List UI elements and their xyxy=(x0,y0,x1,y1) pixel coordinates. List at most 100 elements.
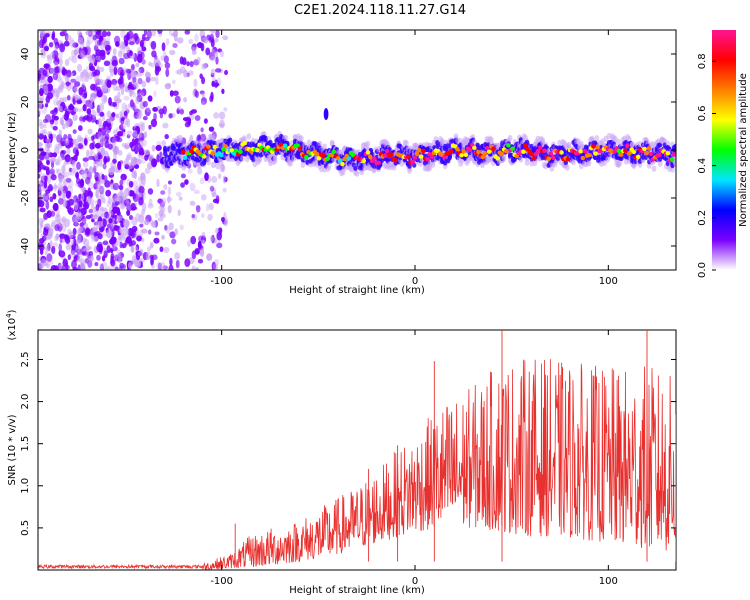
noise-mark xyxy=(79,258,86,265)
noise-mark xyxy=(40,48,46,54)
noise-mark xyxy=(132,81,138,88)
noise-mark xyxy=(73,202,79,211)
snr-ytick-label: 2.5 xyxy=(20,352,31,368)
noise-mark xyxy=(42,193,46,201)
noise-mark xyxy=(121,41,125,50)
snr-ytick-label: 0.5 xyxy=(20,520,31,536)
noise-mark xyxy=(114,266,119,270)
noise-mark xyxy=(66,148,71,155)
noise-mark xyxy=(118,57,125,65)
noise-mark xyxy=(103,155,108,165)
noise-mark xyxy=(57,155,63,163)
noise-mark xyxy=(94,54,100,62)
band-halo-mark xyxy=(507,134,513,142)
noise-mark xyxy=(138,150,145,156)
band-core-mark xyxy=(529,152,535,157)
noise-mark xyxy=(110,259,116,267)
noise-mark xyxy=(73,138,80,146)
noise-mark xyxy=(84,258,90,264)
noise-mark xyxy=(196,42,203,48)
noise-mark xyxy=(53,66,60,74)
colorbar-tick-label: 0.0 xyxy=(697,262,708,278)
noise-mark xyxy=(96,158,103,167)
noise-mark xyxy=(44,223,51,230)
noise-mark xyxy=(184,258,191,268)
noise-mark xyxy=(89,230,96,238)
band-core-mark xyxy=(627,150,632,156)
noise-mark xyxy=(73,254,78,262)
noise-mark xyxy=(110,236,117,243)
noise-mark xyxy=(105,133,110,141)
noise-mark xyxy=(80,207,87,216)
noise-mark xyxy=(153,112,157,121)
noise-mark xyxy=(65,177,72,183)
noise-mark xyxy=(197,167,203,175)
noise-mark xyxy=(85,215,92,220)
noise-mark xyxy=(57,105,63,112)
noise-mark xyxy=(121,102,127,112)
noise-mark xyxy=(123,95,130,101)
noise-mark xyxy=(90,135,95,141)
noise-mark xyxy=(75,245,81,253)
noise-mark xyxy=(52,193,57,200)
noise-mark xyxy=(63,134,68,140)
noise-mark xyxy=(158,205,164,210)
noise-mark xyxy=(150,76,156,82)
noise-mark xyxy=(110,252,115,260)
noise-mark xyxy=(50,222,55,228)
noise-mark xyxy=(124,117,129,126)
noise-mark xyxy=(151,158,157,168)
noise-mark xyxy=(62,75,68,80)
noise-mark xyxy=(78,200,83,208)
noise-mark xyxy=(84,134,88,140)
noise-mark xyxy=(101,79,108,88)
noise-mark xyxy=(115,41,120,47)
noise-mark xyxy=(79,261,85,268)
band-halo-mark xyxy=(404,140,409,147)
band-core-mark xyxy=(482,150,488,156)
noise-mark xyxy=(79,264,86,270)
noise-mark xyxy=(138,91,145,99)
noise-mark xyxy=(38,142,43,147)
noise-mark xyxy=(177,37,184,44)
noise-mark xyxy=(97,131,103,140)
band-halo-mark xyxy=(246,133,252,140)
noise-mark xyxy=(106,245,111,254)
noise-mark xyxy=(76,239,81,244)
noise-mark xyxy=(197,240,202,250)
noise-mark xyxy=(69,39,76,49)
band-core-mark xyxy=(229,148,235,153)
noise-mark xyxy=(61,149,67,155)
noise-mark xyxy=(54,214,59,223)
noise-mark xyxy=(47,75,53,84)
noise-mark xyxy=(217,173,222,180)
noise-mark xyxy=(144,107,151,117)
noise-mark xyxy=(191,50,197,55)
noise-mark xyxy=(38,237,45,244)
noise-mark xyxy=(138,213,145,218)
noise-mark xyxy=(88,102,93,110)
noise-mark xyxy=(125,35,130,41)
noise-mark xyxy=(188,38,194,45)
noise-mark xyxy=(88,149,94,156)
noise-mark xyxy=(39,207,46,213)
noise-mark xyxy=(82,201,90,210)
noise-mark xyxy=(168,264,174,270)
noise-mark xyxy=(101,30,108,38)
noise-mark xyxy=(44,63,51,71)
noise-mark xyxy=(125,199,130,204)
noise-mark xyxy=(150,62,155,68)
noise-mark xyxy=(203,63,209,69)
noise-mark xyxy=(79,50,86,59)
noise-mark xyxy=(164,224,168,231)
noise-mark xyxy=(58,175,63,184)
band-core-mark xyxy=(535,148,541,154)
noise-mark xyxy=(190,235,197,245)
noise-mark xyxy=(129,50,133,57)
band-halo-mark xyxy=(300,161,306,168)
noise-mark xyxy=(155,144,162,151)
noise-mark xyxy=(174,252,181,260)
band-core-mark xyxy=(223,144,228,149)
noise-mark xyxy=(51,220,56,225)
noise-mark xyxy=(61,123,66,130)
